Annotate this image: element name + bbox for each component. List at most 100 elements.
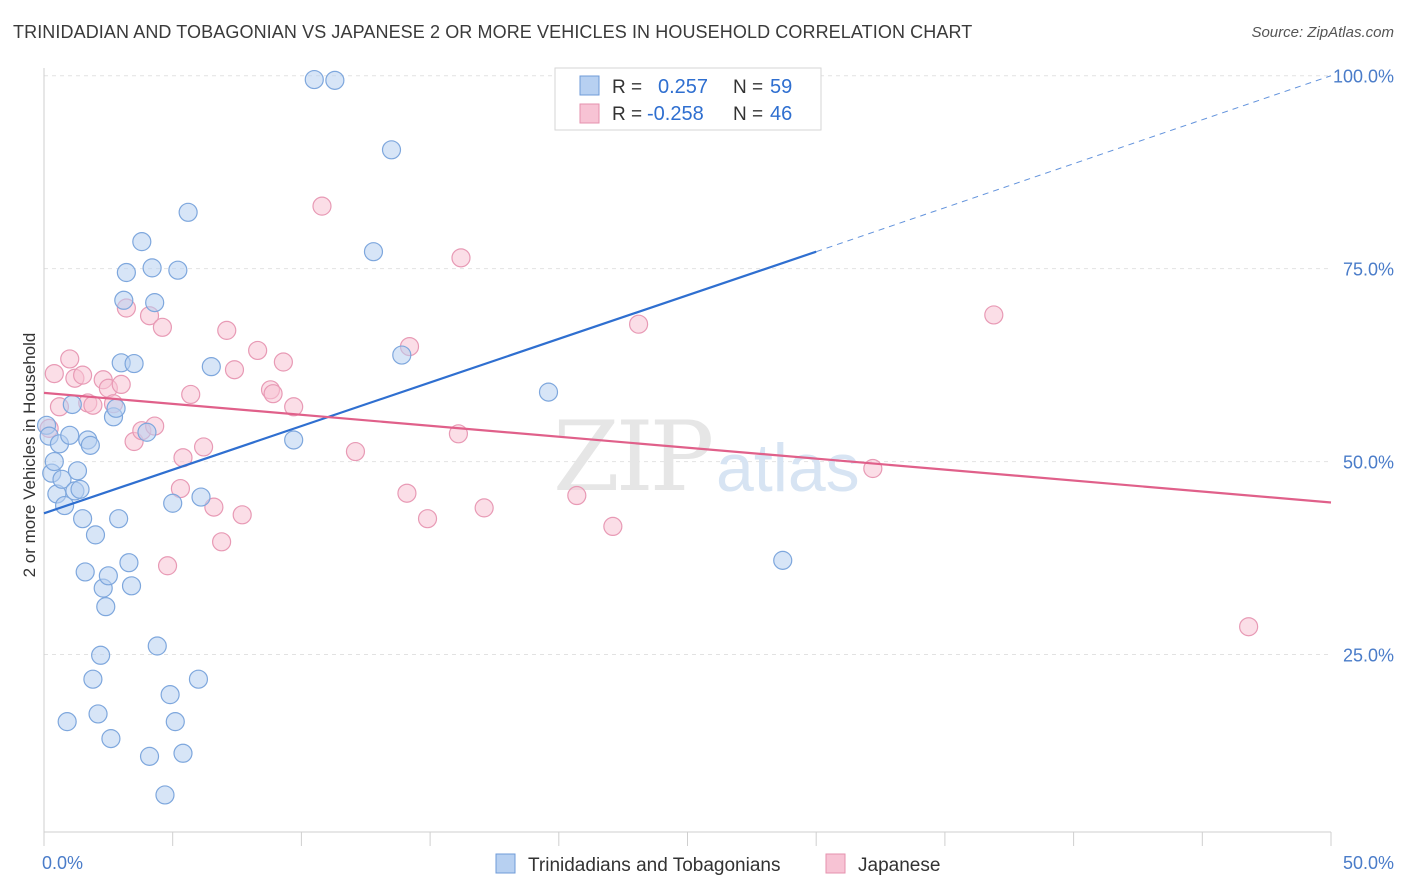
y-tick-label: 75.0% <box>1343 260 1394 280</box>
stats-blue-n-value: 59 <box>770 76 792 98</box>
x-tick-labels: 0.0% 50.0% <box>42 853 1394 873</box>
chart-title: TRINIDADIAN AND TOBAGONIAN VS JAPANESE 2… <box>13 22 973 42</box>
x-tick-label: 50.0% <box>1343 853 1394 873</box>
data-point <box>181 384 201 405</box>
data-point <box>88 704 108 724</box>
data-point <box>284 430 304 450</box>
data-point <box>75 562 95 582</box>
trend-line <box>43 250 817 515</box>
stats-pink-r-value: -0.258 <box>647 103 704 125</box>
data-point <box>119 553 139 573</box>
y-tick-labels: 25.0% 50.0% 75.0% 100.0% <box>1333 67 1394 666</box>
stats-box: R = 0.257 N = 59 R = -0.258 N = 46 <box>554 67 822 131</box>
data-point <box>67 461 88 481</box>
data-point <box>567 485 587 506</box>
data-point <box>1239 617 1259 637</box>
data-point <box>165 712 185 732</box>
data-point <box>70 479 90 499</box>
data-point <box>191 487 211 507</box>
data-point <box>101 729 121 749</box>
data-point <box>212 532 232 552</box>
y-axis-label: 2 or more Vehicles in Household <box>20 333 39 578</box>
data-point <box>96 597 116 617</box>
data-point <box>44 451 64 472</box>
legend: Trinidadians and Tobagonians Japanese <box>495 853 940 876</box>
data-point <box>201 357 221 377</box>
stats-swatch-blue <box>579 75 600 96</box>
data-point <box>116 262 136 283</box>
trend-line-extension <box>816 75 1332 253</box>
y-tick-label: 100.0% <box>1333 67 1394 87</box>
source-credit: Source: ZipAtlas.com <box>1251 24 1394 41</box>
y-tick-label: 25.0% <box>1343 646 1394 666</box>
legend-label-trinidadian: Trinidadians and Tobagonians <box>528 855 780 876</box>
data-point <box>193 437 214 457</box>
legend-swatch-pink <box>825 853 846 874</box>
data-point <box>178 202 198 222</box>
trend-line <box>43 391 1332 504</box>
data-point <box>345 441 366 462</box>
stats-blue-n-label: N = <box>733 77 763 98</box>
data-point <box>60 425 80 445</box>
trend-lines <box>43 75 1332 515</box>
x-tick-label: 0.0% <box>42 853 83 873</box>
data-point <box>145 293 165 313</box>
data-point <box>124 353 144 374</box>
data-point <box>73 365 93 385</box>
data-point <box>160 685 180 705</box>
data-point <box>363 242 384 262</box>
data-point <box>628 314 649 334</box>
data-point <box>168 260 188 280</box>
data-point <box>106 398 126 418</box>
data-point <box>142 258 162 278</box>
data-point <box>773 550 793 570</box>
data-point <box>98 566 118 586</box>
stats-pink-n-label: N = <box>733 104 763 125</box>
y-tick-label: 50.0% <box>1343 453 1394 473</box>
data-point <box>83 395 103 415</box>
data-point <box>263 384 283 404</box>
data-point <box>57 712 77 732</box>
stats-pink-n-value: 46 <box>770 103 792 125</box>
data-point <box>109 509 129 529</box>
data-point <box>121 576 142 596</box>
data-point <box>304 69 324 90</box>
data-point <box>80 435 100 455</box>
data-point <box>137 422 157 442</box>
data-point <box>224 360 245 380</box>
data-point <box>984 305 1004 325</box>
data-point <box>173 743 193 763</box>
stats-blue-r-label: R = <box>612 77 642 98</box>
data-point <box>451 248 471 268</box>
data-point <box>132 232 152 252</box>
watermark-atlas: atlas <box>716 430 860 506</box>
data-point <box>397 483 417 503</box>
data-point <box>248 340 268 361</box>
data-point <box>163 493 183 513</box>
data-point <box>392 345 412 365</box>
stats-pink-r-label: R = <box>612 104 642 125</box>
data-point <box>538 382 559 402</box>
data-point <box>474 498 494 518</box>
data-point <box>91 645 111 665</box>
data-point <box>73 509 93 529</box>
data-point <box>60 349 80 369</box>
data-point <box>44 364 64 384</box>
data-point <box>83 669 103 689</box>
data-point <box>204 497 224 517</box>
data-point <box>284 397 304 417</box>
watermark: ZIP atlas <box>553 401 860 513</box>
data-point <box>85 525 106 545</box>
legend-swatch-blue <box>495 853 516 874</box>
data-point <box>139 746 160 766</box>
data-point <box>188 669 209 689</box>
x-ticks <box>43 832 1332 846</box>
data-point <box>312 196 332 216</box>
data-point <box>417 509 438 529</box>
data-point <box>381 140 402 160</box>
legend-label-japanese: Japanese <box>858 855 940 876</box>
data-point <box>325 70 345 90</box>
data-point <box>62 394 82 415</box>
data-point <box>114 290 134 310</box>
